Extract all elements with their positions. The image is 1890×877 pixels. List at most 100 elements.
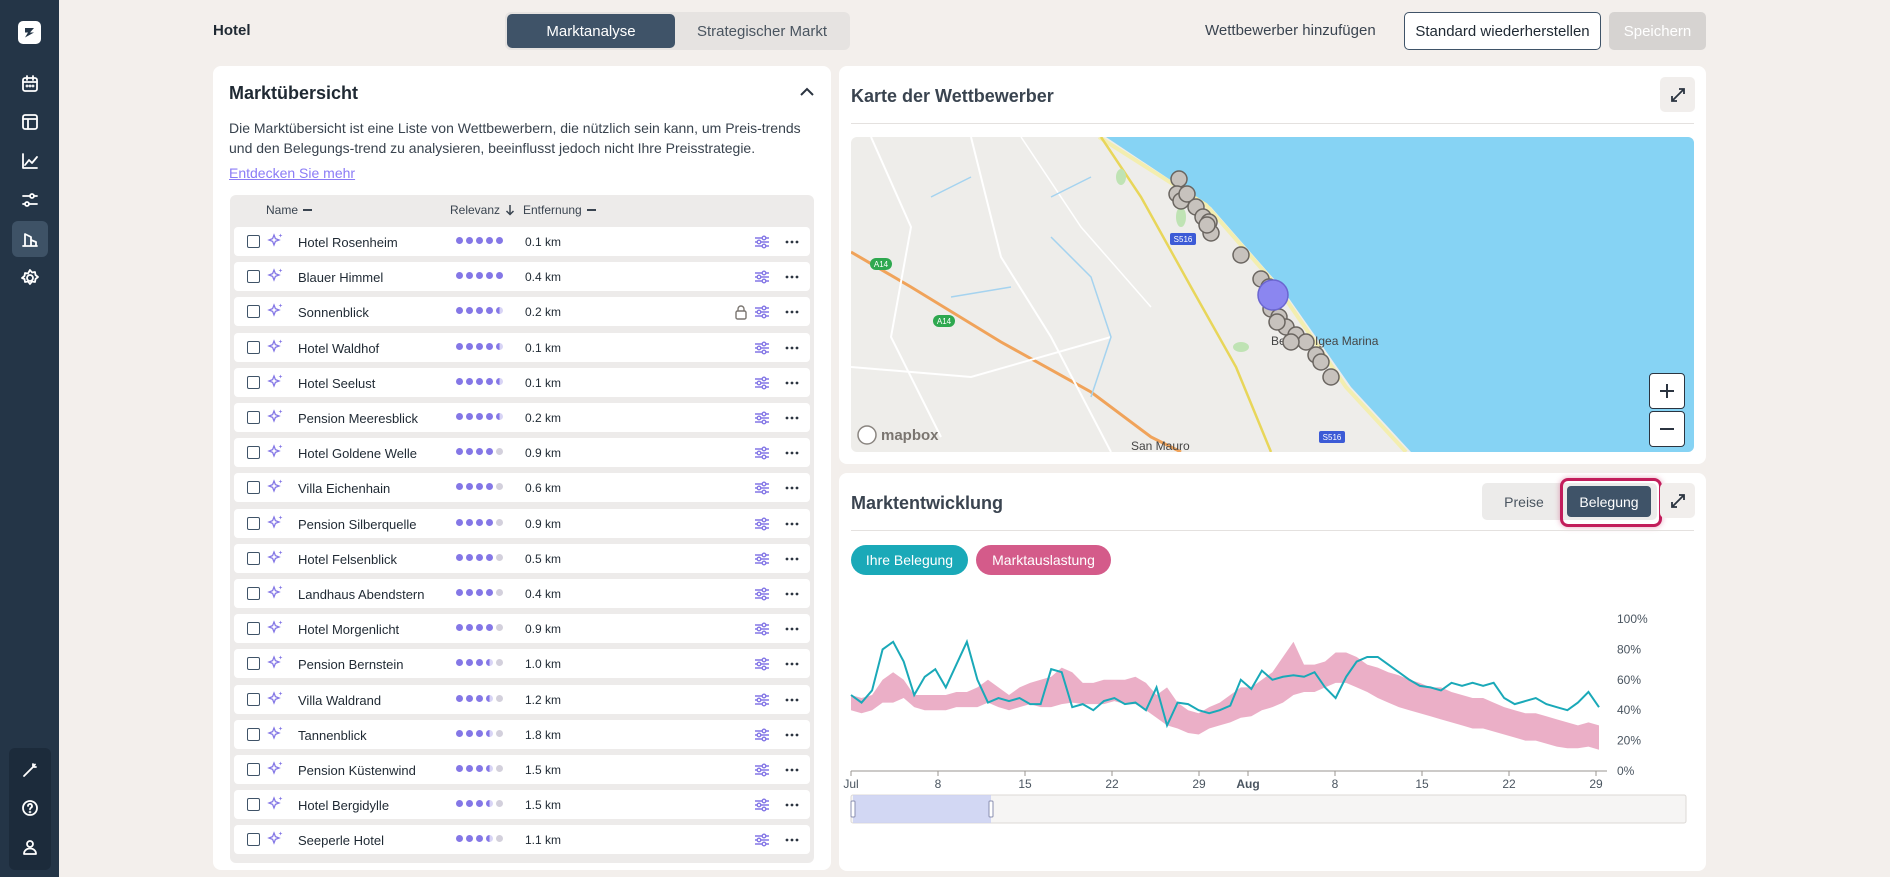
column-header-distance[interactable]: Entfernung bbox=[523, 203, 596, 217]
row-checkbox[interactable] bbox=[247, 446, 260, 460]
more-icon[interactable] bbox=[784, 831, 800, 849]
more-icon[interactable] bbox=[784, 726, 800, 744]
more-icon[interactable] bbox=[784, 444, 800, 462]
calendar-icon[interactable] bbox=[12, 66, 48, 102]
tune-icon[interactable] bbox=[753, 339, 771, 357]
tune-icon[interactable] bbox=[753, 761, 771, 779]
more-icon[interactable] bbox=[784, 268, 800, 286]
more-icon[interactable] bbox=[784, 550, 800, 568]
row-checkbox[interactable] bbox=[247, 375, 260, 389]
row-checkbox[interactable] bbox=[247, 411, 260, 424]
row-checkbox[interactable] bbox=[247, 235, 260, 248]
table-row[interactable]: Pension Meeresblick 0.2 km bbox=[234, 403, 810, 432]
column-header-name[interactable]: Name bbox=[266, 203, 313, 217]
user-icon[interactable] bbox=[12, 829, 48, 865]
legend-marktauslastung[interactable]: Marktauslastung bbox=[976, 545, 1111, 575]
tune-icon[interactable] bbox=[753, 479, 771, 497]
tab-marktanalyse[interactable]: Marktanalyse bbox=[507, 14, 675, 48]
table-row[interactable]: Hotel Rosenheim 0.1 km bbox=[234, 227, 810, 256]
column-header-relevance[interactable]: Relevanz bbox=[450, 203, 515, 217]
tune-icon[interactable] bbox=[753, 620, 771, 638]
tune-icon[interactable] bbox=[753, 796, 771, 814]
tune-icon[interactable] bbox=[753, 831, 771, 849]
layout-icon[interactable] bbox=[12, 104, 48, 140]
row-checkbox[interactable] bbox=[247, 270, 260, 284]
row-checkbox[interactable] bbox=[247, 763, 260, 776]
table-row[interactable]: Pension Küstenwind 1.5 km bbox=[234, 755, 810, 784]
table-row[interactable]: Seeperle Hotel 1.1 km bbox=[234, 825, 810, 855]
more-icon[interactable] bbox=[784, 691, 800, 709]
more-icon[interactable] bbox=[784, 339, 800, 357]
table-row[interactable]: Hotel Waldhof 0.1 km bbox=[234, 332, 810, 362]
save-button[interactable]: Speichern bbox=[1609, 12, 1706, 50]
row-checkbox[interactable] bbox=[247, 551, 260, 565]
tune-icon[interactable] bbox=[753, 585, 771, 603]
more-icon[interactable] bbox=[784, 479, 800, 497]
row-checkbox[interactable] bbox=[247, 340, 260, 354]
table-row[interactable]: Hotel Seelust 0.1 km bbox=[234, 367, 810, 397]
toggle-preise[interactable]: Preise bbox=[1504, 493, 1544, 510]
row-checkbox[interactable] bbox=[247, 692, 260, 706]
market-icon[interactable] bbox=[12, 221, 48, 257]
tune-icon[interactable] bbox=[753, 233, 771, 251]
table-row[interactable]: Villa Waldrand 1.2 km bbox=[234, 684, 810, 714]
more-icon[interactable] bbox=[784, 233, 800, 251]
table-row[interactable]: Pension Silberquelle 0.9 km bbox=[234, 508, 810, 538]
app-logo[interactable] bbox=[18, 21, 41, 44]
row-checkbox[interactable] bbox=[247, 622, 260, 636]
competitor-map[interactable]: S516 A14 A14 S516 Bellaria-Igea Marina S… bbox=[851, 137, 1694, 452]
more-icon[interactable] bbox=[784, 655, 800, 673]
row-checkbox[interactable] bbox=[247, 305, 260, 319]
table-row[interactable]: Hotel Goldene Welle 0.9 km bbox=[234, 438, 810, 468]
table-row[interactable]: Villa Eichenhain 0.6 km bbox=[234, 473, 810, 503]
tune-icon[interactable] bbox=[753, 550, 771, 568]
zoom-in-button[interactable] bbox=[1649, 373, 1685, 409]
table-row[interactable]: Hotel Morgenlicht 0.9 km bbox=[234, 614, 810, 644]
table-row[interactable]: Pension Bernstein 1.0 km bbox=[234, 649, 810, 679]
magic-wand-icon[interactable] bbox=[12, 752, 48, 788]
expand-chart-button[interactable] bbox=[1660, 483, 1695, 518]
tune-icon[interactable] bbox=[753, 268, 771, 286]
table-row[interactable]: Tannenblick 1.8 km bbox=[234, 719, 810, 749]
more-icon[interactable] bbox=[784, 761, 800, 779]
more-icon[interactable] bbox=[784, 515, 800, 533]
row-checkbox[interactable] bbox=[247, 481, 260, 495]
row-checkbox[interactable] bbox=[247, 657, 260, 671]
tune-icon[interactable] bbox=[753, 515, 771, 533]
more-icon[interactable] bbox=[784, 409, 800, 427]
table-row[interactable]: Hotel Bergidylle 1.5 km bbox=[234, 790, 810, 820]
lock-icon[interactable] bbox=[734, 304, 748, 321]
toggle-belegung[interactable]: Belegung bbox=[1567, 486, 1651, 517]
more-icon[interactable] bbox=[784, 374, 800, 392]
add-competitor-button[interactable]: Wettbewerber hinzufügen bbox=[1205, 22, 1376, 39]
row-checkbox[interactable] bbox=[247, 727, 260, 741]
own-hotel-marker[interactable] bbox=[1257, 279, 1289, 311]
table-row[interactable]: Landhaus Abendstern 0.4 km bbox=[234, 579, 810, 608]
settings-icon[interactable] bbox=[12, 260, 48, 296]
tune-icon[interactable] bbox=[753, 374, 771, 392]
row-checkbox[interactable] bbox=[247, 516, 260, 530]
tune-icon[interactable] bbox=[753, 444, 771, 462]
tune-icon[interactable] bbox=[753, 655, 771, 673]
competitor-markers[interactable] bbox=[1168, 170, 1340, 386]
expand-map-button[interactable] bbox=[1660, 77, 1695, 112]
sliders-icon[interactable] bbox=[12, 182, 48, 218]
learn-more-link[interactable]: Entdecken Sie mehr bbox=[229, 165, 356, 181]
more-icon[interactable] bbox=[784, 620, 800, 638]
help-icon[interactable] bbox=[12, 790, 48, 826]
tab-strategischer-markt[interactable]: Strategischer Markt bbox=[696, 22, 828, 40]
row-checkbox[interactable] bbox=[247, 833, 260, 847]
chart-line-icon[interactable] bbox=[12, 143, 48, 179]
row-checkbox[interactable] bbox=[247, 798, 260, 812]
tune-icon[interactable] bbox=[753, 691, 771, 709]
legend-ihre-belegung[interactable]: Ihre Belegung bbox=[851, 545, 968, 575]
row-checkbox[interactable] bbox=[247, 587, 260, 600]
table-row[interactable]: Sonnenblick 0.2 km bbox=[234, 297, 810, 327]
restore-default-button[interactable]: Standard wiederherstellen bbox=[1404, 12, 1601, 50]
table-row[interactable]: Blauer Himmel 0.4 km bbox=[234, 262, 810, 292]
table-row[interactable]: Hotel Felsenblick 0.5 km bbox=[234, 543, 810, 573]
tune-icon[interactable] bbox=[753, 303, 771, 321]
hotel-selector[interactable]: Hotel bbox=[213, 22, 251, 39]
tune-icon[interactable] bbox=[753, 409, 771, 427]
more-icon[interactable] bbox=[784, 585, 800, 603]
